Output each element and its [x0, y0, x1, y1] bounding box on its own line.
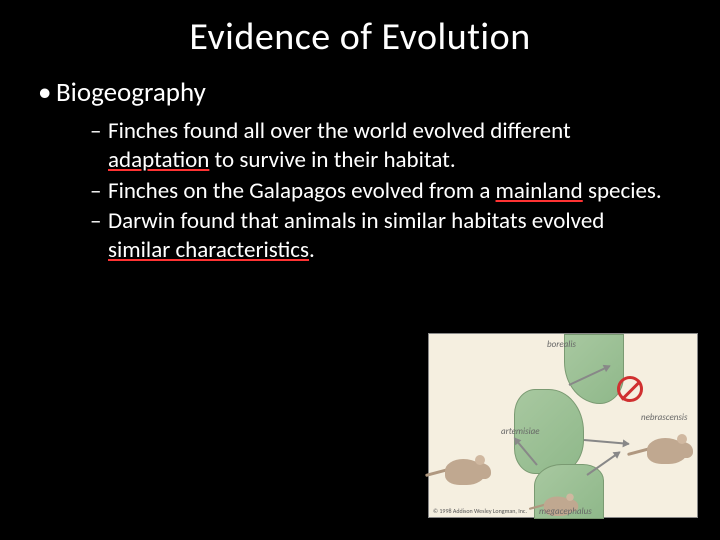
mouse-icon [435, 449, 493, 489]
subpoint-finches-world: Finches found all over the world evolved… [38, 117, 690, 175]
text-fragment: . [309, 236, 315, 264]
underlined-mainland: mainland [496, 177, 583, 205]
species-label: borealis [547, 339, 576, 350]
text-fragment: Finches on the Galapagos evolved from a [108, 177, 496, 205]
bullet-biogeography: Biogeography [38, 76, 690, 109]
copyright-text: © 1998 Addison Wesley Longman, Inc. [433, 507, 527, 515]
species-label: nebrascensis [641, 412, 687, 423]
text-fragment: species. [583, 177, 662, 205]
text-fragment: Darwin found that animals in similar hab… [108, 207, 604, 235]
biogeography-figure: borealis artemisiae nebrascensis megacep… [428, 333, 698, 518]
text-fragment: to survive in their habitat. [209, 146, 455, 174]
subpoint-darwin: Darwin found that animals in similar hab… [38, 207, 690, 265]
prohibition-icon [617, 376, 643, 402]
slide-title: Evidence of Evolution [0, 0, 720, 70]
slide-content: Biogeography Finches found all over the … [0, 70, 720, 265]
species-label: megacephalus [539, 506, 592, 517]
text-fragment: Finches found all over the world evolved… [108, 117, 571, 145]
subpoint-galapagos: Finches on the Galapagos evolved from a … [38, 177, 690, 206]
underlined-adaptation: adaptation [108, 146, 209, 174]
mouse-icon [637, 428, 695, 468]
underlined-similar-characteristics: similar characteristics [108, 236, 309, 264]
species-label: artemisiae [501, 426, 540, 437]
